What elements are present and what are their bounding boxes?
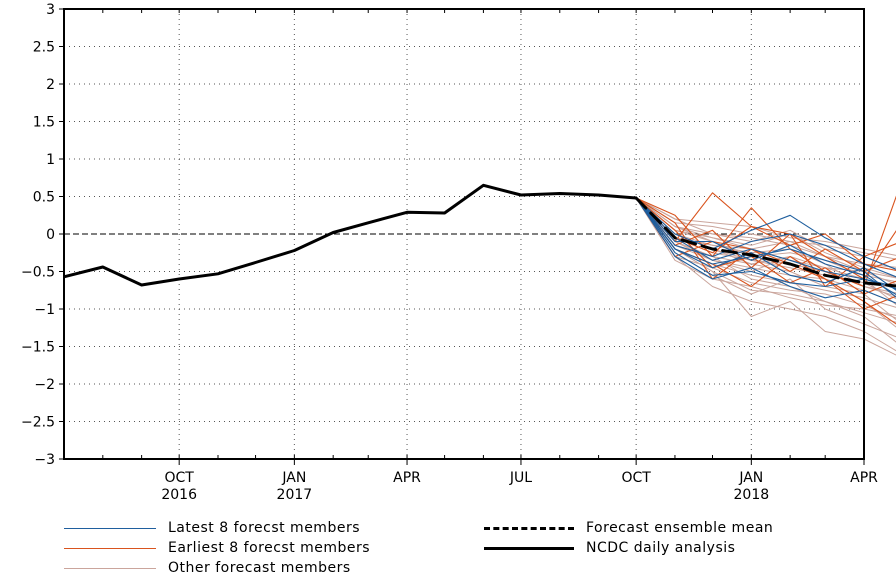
x-tick-label: APR (850, 470, 878, 486)
latest-forecast-member-line (635, 197, 896, 291)
y-tick-label: 1.5 (33, 115, 55, 131)
latest-forecast-member-line (635, 197, 896, 278)
y-tick-label: −1.5 (21, 340, 55, 356)
y-tick-label: −2.5 (21, 415, 55, 431)
x-tick-label: JAN (281, 470, 306, 486)
earliest-forecast-member-line (635, 192, 896, 280)
x-tick-label: OCT (621, 470, 651, 486)
other-forecast-member-line (635, 197, 896, 260)
other-forecast-member-line (635, 197, 896, 278)
earliest-forecast-member-line (635, 197, 896, 288)
x-tick-year-label: 2016 (161, 487, 197, 503)
y-tick-label: −1 (34, 302, 55, 318)
y-tick-label: −3 (34, 452, 55, 468)
x-tick-label: APR (393, 470, 421, 486)
analysis-line (63, 183, 637, 287)
x-tick-year-label: 2017 (277, 487, 313, 503)
y-tick-label: 0.5 (33, 190, 55, 206)
x-tick-year-label: 2018 (734, 487, 770, 503)
other-forecast-member-line (635, 197, 896, 290)
x-tick-label: JUL (509, 470, 532, 486)
y-tick-label: 3 (46, 2, 55, 18)
latest-forecast-member-line (635, 197, 896, 290)
other-forecast-member-line (635, 197, 896, 268)
x-tick-label: JAN (738, 470, 763, 486)
other-forecast-member-line (635, 197, 896, 323)
y-tick-label: 0 (46, 227, 55, 243)
ensemble-mean-line (634, 196, 896, 288)
y-tick-label: 2 (46, 77, 55, 93)
y-tick-label: −2 (34, 377, 55, 393)
y-tick-label: 1 (46, 152, 55, 168)
y-tick-label: −0.5 (21, 265, 55, 281)
x-tick-label: OCT (165, 470, 195, 486)
latest-forecast-member-line (635, 197, 896, 304)
other-forecast-member-line (635, 197, 896, 285)
other-forecast-member-line (635, 197, 896, 316)
latest-forecast-member-line (635, 197, 896, 270)
plot-frame (63, 8, 865, 460)
y-tick-label: 2.5 (33, 40, 55, 56)
latest-forecast-member-line (635, 197, 896, 288)
other-forecast-member-line (635, 197, 896, 352)
